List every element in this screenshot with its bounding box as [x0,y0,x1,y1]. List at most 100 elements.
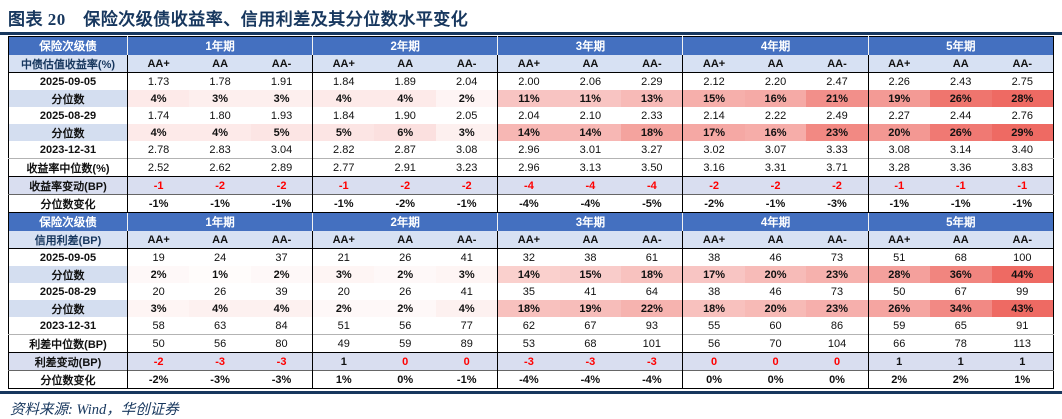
data-cell: 37 [250,248,313,266]
data-cell: 14% [559,124,622,141]
year-group-header: 2年期 [312,36,498,55]
rating-header: AA- [436,231,498,249]
data-cell: 2.12 [682,72,745,90]
data-cell: -1 [929,176,992,195]
data-cell: -2 [250,176,313,195]
table-row: 分位数 4% 4% 5% 5% 6% 3% 14% 14% 18% 17% 16% 23% 20% 26% 2… [8,124,1054,141]
yield-table: 保险次级债 1年期 2年期 3年期 4年期 5年期 中债估值收益率(%) AA+ AA AA- AA… [8,36,1054,213]
data-cell: 0% [682,370,745,389]
rating-header: AA [744,55,807,73]
rating-header: AA+ [682,55,745,73]
data-cell: 1 [312,352,375,371]
data-cell: 26 [374,248,437,266]
row-label: 利差中位数(BP) [8,334,128,353]
data-cell: -4 [559,176,622,195]
data-cell: 1.89 [374,72,437,90]
data-cell: 20% [744,300,807,317]
data-cell: 3% [127,300,190,317]
data-cell: 3.04 [270,143,293,156]
bond-data-tables: 保险次级债 1年期 2年期 3年期 4年期 5年期 中债估值收益率(%) AA+ AA AA- AA… [8,36,1062,389]
rating-header: AA+ [127,55,190,73]
data-cell: 5% [250,124,313,141]
data-cell: 2.05 [455,109,478,122]
data-cell: 0 [682,352,745,371]
data-cell: 23% [806,300,869,317]
table-row: 2023-12-31 2.78 2.83 3.04 2.82 2.87 3.08 2.96 3.… [8,141,1054,159]
data-cell: -4% [559,370,622,389]
data-cell: -1% [436,194,498,213]
data-cell: 1 [867,352,930,371]
row-label: 分位数 [8,300,128,317]
data-cell: 6% [374,124,437,141]
data-cell: 43% [991,300,1054,317]
data-cell: 38 [559,248,622,266]
data-cell: 2.10 [579,109,602,122]
data-cell: 2.78 [127,141,190,159]
data-cell: 3.13 [559,158,622,177]
data-cell: 5% [312,124,375,141]
data-cell: 2.00 [497,72,560,90]
data-cell: -2 [682,176,745,195]
data-cell: 2% [312,300,375,317]
data-cell: 11% [559,90,622,107]
data-cell: 4% [189,124,251,141]
data-cell: 3.83 [991,158,1054,177]
data-cell: 20% [867,124,930,141]
row-label: 分位数 [8,124,128,141]
data-cell: 0 [374,352,437,371]
row-label: 2025-08-29 [8,283,128,300]
data-cell: 3% [312,266,375,283]
data-cell: 53 [497,334,560,353]
rating-header: AA+ [127,231,190,249]
data-cell: 65 [954,319,967,332]
data-cell: 3.23 [436,158,498,177]
data-cell: -2 [127,352,190,371]
data-cell: 56 [682,334,745,353]
data-cell: 1.84 [312,107,375,124]
data-cell: 22% [621,300,683,317]
data-cell: 34% [929,300,992,317]
data-cell: 59 [867,317,930,335]
data-cell: 36% [929,266,992,283]
data-cell: -1 [127,176,190,195]
data-cell: 4% [127,90,190,107]
data-cell: -1 [867,176,930,195]
rating-header: AA- [250,55,313,73]
data-cell: 2.26 [867,72,930,90]
data-cell: 1% [991,370,1054,389]
data-cell: -1% [250,194,313,213]
data-cell: 3% [250,90,313,107]
table-row: 2023-12-31 58 63 84 51 56 77 62 67 93 55 60 86 59 65 91 [8,317,1054,335]
data-cell: 15% [682,90,745,107]
data-cell: 1.91 [250,72,313,90]
data-cell: 2.75 [991,72,1054,90]
data-cell: 0% [806,370,869,389]
title-rule [0,32,1062,35]
rating-header: AA [189,55,251,73]
table-row: 分位数 3% 4% 4% 2% 2% 4% 18% 19% 22% 18% 20% 23% 26% 34% 4… [8,300,1054,317]
data-cell: 4% [374,90,437,107]
row-label: 收益率中位数(%) [8,158,128,177]
data-cell: 41 [460,285,473,298]
data-cell: 86 [830,319,844,332]
figure-title: 图表 20 保险次级债收益率、信用利差及其分位数水平变化 [8,10,469,29]
data-cell: 3% [189,90,251,107]
data-cell: 13% [621,90,683,107]
data-cell: 80 [250,334,313,353]
data-cell: 0 [436,352,498,371]
data-cell: -3% [189,370,251,389]
data-cell: 89 [436,334,498,353]
data-cell: 100 [991,248,1054,266]
data-cell: -3 [621,352,683,371]
data-cell: 0% [374,370,437,389]
rating-header: AA [374,231,437,249]
data-cell: 2% [374,300,437,317]
data-cell: 35 [497,283,560,300]
data-cell: 2.20 [744,72,807,90]
rating-header: AA- [621,231,683,249]
data-cell: -1% [991,194,1054,213]
data-cell: 3.02 [682,141,745,159]
row-label: 分位数变化 [8,370,128,389]
row-label: 分位数 [8,90,128,107]
data-cell: 14% [497,124,560,141]
